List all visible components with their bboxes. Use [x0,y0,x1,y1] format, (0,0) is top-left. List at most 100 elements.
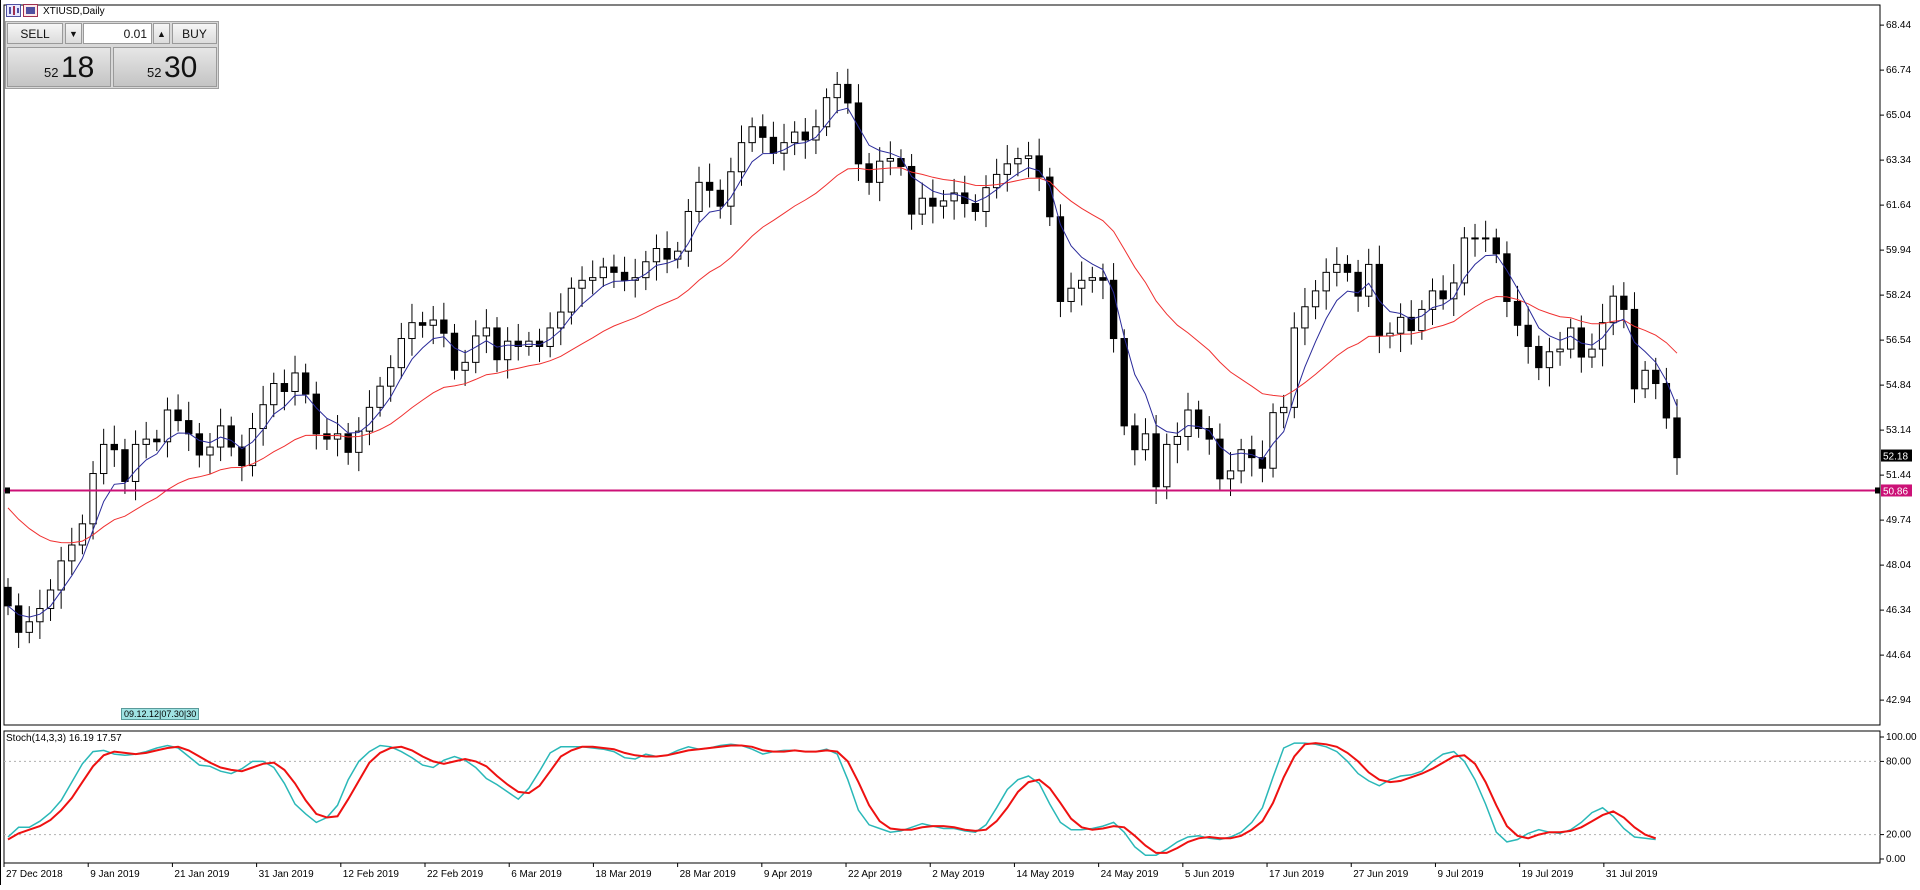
candle-bear [344,433,352,453]
candle-bear [1056,216,1065,302]
candle-bull [546,327,554,347]
candle-bull [248,428,257,467]
candle-bull [1173,435,1182,445]
hline-right-handle [1875,487,1880,494]
date-axis-label: 21 Jan 2019 [174,869,229,880]
candle-bull [25,621,33,633]
candle-bear [759,126,767,138]
buy-button[interactable]: BUY [172,23,217,44]
date-axis-label: 17 Jun 2019 [1269,869,1324,880]
candle-bear [1652,369,1660,385]
candle-bull [1545,351,1554,369]
date-axis-label: 14 May 2019 [1016,869,1074,880]
candle-bull [599,266,608,279]
candle-bull [557,311,565,329]
candle-bull [737,142,746,173]
candle-bear [801,131,809,141]
candle-bull [1290,327,1298,408]
candle-bull [1471,237,1479,240]
candle-bull [503,340,512,361]
candle-bull [1641,369,1649,390]
candle-bull [1088,277,1097,281]
candle-bull [1184,409,1192,437]
candle-bull [429,319,437,326]
candle-bull [1014,158,1022,165]
candle-bear [854,102,863,165]
buy-price-prefix: 52 [147,65,162,80]
candle-bull [1460,237,1469,284]
candle-bull [365,406,374,432]
stoch-axis-label: 80.00 [1886,756,1911,767]
candle-bull [57,560,65,591]
date-axis-label: 18 Mar 2019 [595,869,652,880]
candle-bear [1099,277,1107,281]
candle-bull [46,589,55,610]
candle-bear [14,605,23,633]
date-axis-label: 9 Jul 2019 [1437,869,1484,880]
lot-size-input[interactable]: 0.01 [83,23,152,44]
candle-bear [1216,438,1224,480]
candle-bull [142,438,150,445]
date-axis-label: 19 Jul 2019 [1522,869,1574,880]
candle-bear [174,409,182,422]
price-axis-label: 42.94 [1886,695,1911,706]
price-axis-label: 58.24 [1886,290,1911,301]
candle-bull [1365,263,1373,297]
date-axis-label: 31 Jul 2019 [1606,869,1658,880]
candle-bull [1067,287,1075,302]
candle-bull [950,192,958,202]
candle-bear [280,383,289,392]
candle-bull [472,335,480,363]
candle-bear [195,433,204,456]
price-axis-label: 49.74 [1886,515,1911,526]
price-axis-label: 63.34 [1886,155,1911,166]
lot-decrease-button[interactable]: ▼ [65,23,82,44]
candle-bear [312,393,320,435]
candle-bull [918,197,926,215]
candle-bull [482,327,491,337]
price-axis-label: 46.34 [1886,605,1911,616]
current-price-tag [1881,449,1912,462]
candle-bull [588,277,597,281]
date-axis-label: 27 Dec 2018 [6,869,63,880]
candle-bear [769,136,778,154]
candle-bull [376,385,384,408]
buy-price-button[interactable]: 52 30 [113,47,217,87]
candle-bull [695,181,703,212]
candle-bull [99,443,108,475]
hline-price-label: 50.86 [1883,486,1908,497]
lot-increase-button[interactable]: ▲ [153,23,170,44]
candle-bull [992,173,1001,189]
candle-bear [493,327,501,361]
candle-bull [886,158,895,162]
candle-bear [227,425,235,448]
candle-bear [1205,428,1213,440]
sell-price-prefix: 52 [44,65,59,80]
candle-bull [939,200,948,207]
candle-bear [620,271,629,281]
candle-bear [705,181,714,191]
date-axis-label: 2 May 2019 [932,869,985,880]
candle-bull [259,404,267,430]
candle-bear [1194,409,1203,430]
stoch-plot-frame [3,730,1881,864]
candle-bear [1673,417,1681,459]
price-axis-label: 61.64 [1886,200,1911,211]
date-marker-label: 09.12.12|07.30|30 [121,708,200,720]
one-click-trading-panel: SELL ▼ 0.01 ▲ BUY 52 18 52 30 [5,21,219,89]
candle-bull [270,383,278,406]
stoch-axis-label: 100.00 [1886,732,1917,743]
date-axis-label: 6 Mar 2019 [511,869,562,880]
candle-bear [1513,300,1522,326]
sell-button[interactable]: SELL [7,23,63,44]
candle-bull [1163,443,1171,488]
candle-bull [684,210,693,252]
candle-bear [1120,338,1128,427]
candle-bull [982,187,990,212]
sell-price-button[interactable]: 52 18 [7,47,111,87]
candle-bear [1131,425,1139,451]
candle-bull [1396,316,1405,334]
candle-bull [1311,290,1320,308]
